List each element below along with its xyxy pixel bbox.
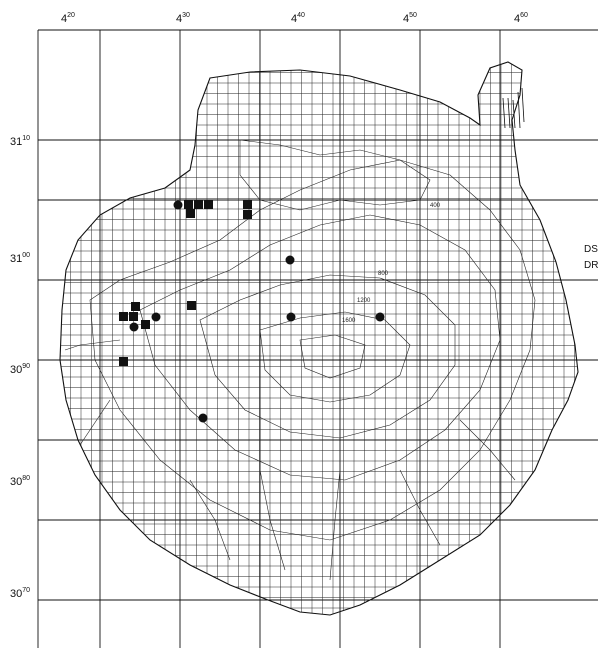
- circle-marker: [286, 312, 296, 322]
- legend-dr: DR: [584, 260, 598, 271]
- square-marker: [243, 210, 252, 219]
- y-axis-labels: 3110 3100 3090 3080 3070: [10, 135, 30, 600]
- circle-marker: [129, 322, 139, 332]
- contour-label-800: 800: [378, 271, 389, 277]
- square-marker: [184, 200, 193, 209]
- square-marker: [119, 357, 128, 366]
- contour-label-1200: 1200: [357, 298, 371, 304]
- y-label-1: 3110: [10, 135, 30, 148]
- square-marker: [243, 200, 252, 209]
- island-outline: [59, 61, 579, 616]
- square-marker: [129, 312, 138, 321]
- legend: DS DR: [584, 244, 598, 271]
- square-marker: [204, 200, 213, 209]
- circle-marker: [151, 312, 161, 322]
- y-label-4: 3080: [10, 475, 30, 488]
- circle-marker: [173, 200, 183, 210]
- square-marker: [119, 312, 128, 321]
- x-label-2: 430: [176, 12, 190, 25]
- y-label-5: 3070: [10, 587, 30, 600]
- peninsula-hatching: [502, 87, 525, 129]
- y-label-2: 3100: [10, 252, 30, 265]
- circle-marker-group: [129, 200, 385, 423]
- x-label-5: 460: [514, 12, 528, 25]
- y-label-3: 3090: [10, 363, 30, 376]
- square-marker-group: [119, 200, 252, 366]
- square-marker: [141, 320, 150, 329]
- x-label-1: 420: [61, 12, 75, 25]
- circle-marker: [285, 255, 295, 265]
- contour-lines: [64, 139, 536, 581]
- contour-label-1600: 1600: [342, 318, 356, 324]
- x-label-3: 440: [291, 12, 305, 25]
- square-marker: [187, 301, 196, 310]
- square-marker: [194, 200, 203, 209]
- legend-ds: DS: [584, 244, 598, 255]
- contour-elevation-labels: 400 800 1200 1600: [342, 203, 441, 324]
- circle-marker: [198, 413, 208, 423]
- contour-label-400: 400: [430, 203, 441, 209]
- fine-grid-lines: [60, 62, 578, 615]
- square-marker: [131, 302, 140, 311]
- square-marker: [186, 209, 195, 218]
- circle-marker: [375, 312, 385, 322]
- x-label-4: 450: [403, 12, 417, 25]
- x-axis-labels: 420 430 440 450 460: [61, 12, 528, 25]
